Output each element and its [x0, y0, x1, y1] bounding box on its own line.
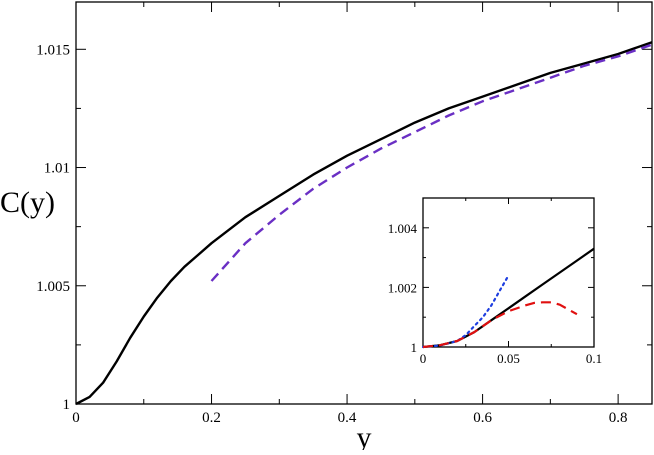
- inset-x-tick-label: 0: [420, 351, 427, 366]
- inset-series-line-dashed: [422, 301, 578, 349]
- inset-y-tick-label: 1.002: [388, 280, 417, 295]
- inset-x-tick-label: 0.1: [586, 351, 602, 366]
- y-axis-title: C(y): [0, 186, 55, 219]
- main-x-tick-label: 0.2: [202, 410, 221, 426]
- inset-x-tick-label: 0.05: [497, 351, 520, 366]
- x-axis-title: y: [357, 421, 372, 450]
- main-x-tick-label: 0: [72, 410, 80, 426]
- main-y-tick-label: 1.01: [44, 161, 70, 177]
- inset-y-tick-label: 1: [411, 340, 418, 355]
- inset-panel: 0 0.05 0.1 1 1.002 1.004: [388, 197, 602, 366]
- inset-y-tick-label: 1.004: [388, 221, 418, 236]
- main-y-tick-label: 1: [63, 397, 71, 413]
- inset-plot-frame: [422, 197, 595, 348]
- main-series-line-solid: [75, 41, 653, 406]
- main-y-tick-label: 1.005: [36, 279, 70, 295]
- main-x-tick-label: 0.8: [609, 410, 628, 426]
- main-x-tick-label: 0.6: [473, 410, 492, 426]
- main-series-line-dashed: [210, 43, 653, 282]
- main-x-tick-label: 0.4: [338, 410, 357, 426]
- main-y-tick-label: 1.015: [36, 42, 70, 58]
